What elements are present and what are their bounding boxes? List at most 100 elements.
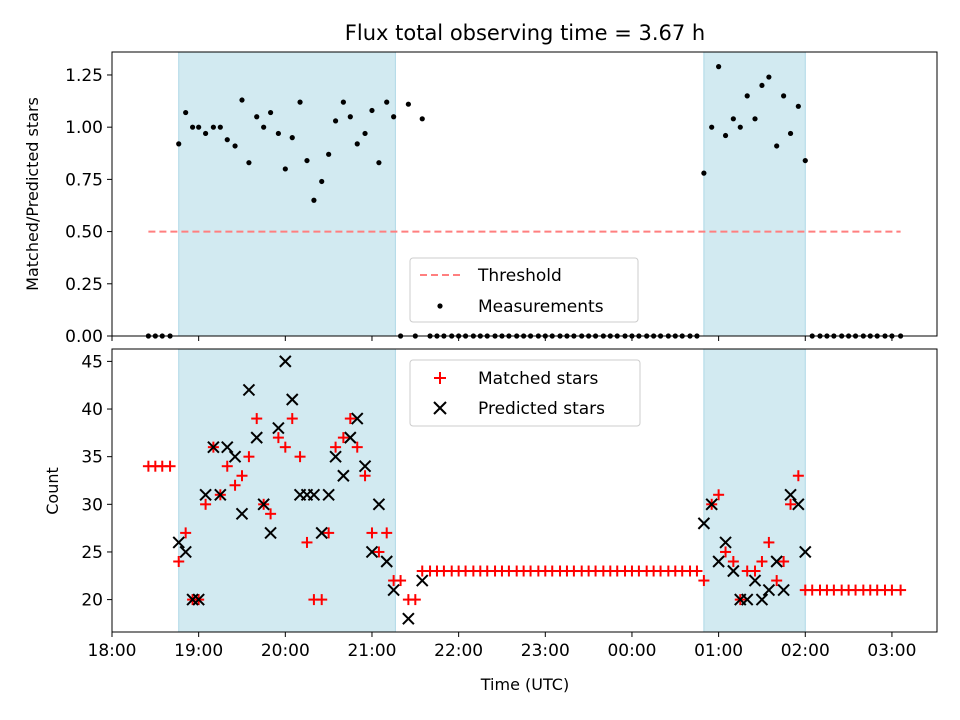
measurement-point-14 — [246, 160, 252, 166]
predicted-point-5 — [207, 440, 220, 454]
measurement-point-25 — [326, 151, 332, 157]
measurement-point-77 — [701, 170, 707, 176]
predicted-point-28 — [372, 498, 386, 511]
predicted-point-6 — [214, 488, 227, 501]
matched-point-26 — [330, 441, 342, 453]
measurement-point-26 — [332, 118, 339, 124]
predicted-point-1 — [179, 545, 192, 559]
top-panel: 0.00 0.25 0.50 0.75 1.00 1.25 Matched/Predict… — [23, 51, 938, 347]
legend-matched-label: Matched stars — [478, 369, 598, 389]
predicted-point-19 — [307, 488, 321, 501]
measurement-point-28 — [347, 114, 353, 120]
predicted-point-16 — [286, 393, 299, 406]
bottom-xtick-label-5: 23:00 — [521, 641, 570, 661]
legend-predicted-swatch — [433, 401, 447, 415]
matched-point-29 — [351, 441, 363, 453]
matched-point-32 — [373, 546, 385, 558]
matched-point-5 — [180, 527, 192, 539]
bottom-xtick-label-6: 00:00 — [607, 641, 656, 661]
bottom-xtick-label-0: 18:00 — [88, 641, 137, 661]
measurement-point-4 — [176, 141, 182, 147]
measurement-point-16 — [261, 124, 267, 130]
matched-point-11 — [221, 460, 233, 472]
measurement-point-6 — [189, 124, 196, 130]
bottom-xtick-label-7: 01:00 — [694, 641, 743, 661]
bottom-ytick-label-2: 30 — [81, 495, 103, 515]
top-ytick-label-1: 0.25 — [65, 275, 103, 295]
predicted-point-33 — [697, 517, 711, 530]
predicted-point-7 — [221, 440, 234, 454]
chart-title: Flux total observing time = 3.67 h — [345, 21, 705, 45]
predicted-point-39 — [741, 593, 754, 606]
measurement-point-81 — [730, 116, 736, 122]
predicted-point-43 — [770, 555, 783, 568]
matched-point-88 — [778, 555, 790, 567]
predicted-point-42 — [762, 583, 776, 597]
predicted-point-34 — [705, 498, 718, 511]
matched-point-28 — [344, 413, 356, 425]
measurement-point-82 — [737, 124, 743, 130]
predicted-point-41 — [755, 593, 769, 606]
measurement-point-38 — [419, 116, 425, 122]
bottom-xtick-label-3: 21:00 — [347, 641, 396, 661]
measurement-point-30 — [362, 130, 368, 137]
predicted-point-27 — [365, 545, 379, 559]
bottom-ytick-label-1: 25 — [81, 543, 103, 563]
matched-point-13 — [236, 470, 248, 482]
measurement-point-79 — [716, 64, 722, 70]
bottom-xtick-label-4: 22:00 — [434, 641, 483, 661]
measurement-point-21 — [297, 99, 303, 105]
measurement-point-24 — [319, 178, 325, 185]
matched-point-27 — [337, 432, 349, 444]
bottom-panel: 20 25 30 35 40 45 18:00 19:00 20:00 21:00 22:00 23… — [43, 348, 938, 694]
bottom-ytick-label-4: 40 — [81, 400, 103, 420]
top-ytick-label-0: 0.00 — [65, 327, 103, 347]
predicted-point-25 — [351, 412, 364, 425]
predicted-point-40 — [748, 574, 762, 587]
measurement-point-9 — [210, 124, 216, 130]
matched-point-19 — [279, 441, 291, 453]
predicted-point-36 — [719, 536, 732, 549]
measurement-point-89 — [787, 130, 794, 137]
predicted-point-31 — [402, 612, 415, 625]
top-ytick-label-3: 0.75 — [65, 170, 103, 190]
matched-point-81 — [727, 555, 739, 567]
matched-point-24 — [316, 594, 328, 606]
bottom-axes-frame — [111, 348, 938, 633]
predicted-point-10 — [242, 383, 256, 397]
predicted-point-26 — [358, 459, 372, 473]
predicted-point-35 — [712, 555, 725, 568]
measurement-point-78 — [709, 124, 715, 130]
predicted-point-9 — [235, 507, 249, 521]
measurement-point-86 — [766, 74, 772, 80]
matched-point-8 — [200, 498, 212, 510]
matched-point-4 — [173, 555, 185, 567]
matched-point-90 — [792, 470, 804, 482]
matched-point-15 — [251, 413, 263, 425]
measurement-point-83 — [744, 93, 750, 99]
bottom-xtick-label-1: 19:00 — [174, 641, 223, 661]
predicted-point-11 — [250, 431, 263, 444]
matched-point-85 — [756, 555, 768, 567]
matched-point-30 — [359, 470, 371, 482]
predicted-point-4 — [199, 488, 212, 501]
bottom-ytick-label-0: 20 — [81, 591, 103, 611]
bottom-legend: Matched stars Predicted stars — [409, 359, 641, 427]
measurement-point-18 — [275, 130, 281, 137]
matched-point-12 — [229, 479, 241, 491]
measurement-point-31 — [369, 107, 375, 114]
observing-window-1 — [703, 51, 806, 337]
measurement-point-91 — [802, 157, 808, 164]
measurement-point-36 — [405, 101, 411, 107]
predicted-point-8 — [228, 450, 242, 463]
measurement-point-27 — [340, 99, 346, 105]
bottom-xlabel: Time (UTC) — [480, 675, 569, 694]
predicted-point-24 — [344, 431, 357, 444]
predicted-point-46 — [792, 498, 805, 511]
predicted-point-15 — [279, 355, 292, 368]
bottom-ytick-label-3: 35 — [81, 448, 103, 468]
matched-point-31 — [366, 527, 378, 539]
measurement-point-19 — [282, 166, 288, 172]
measurement-point-17 — [267, 109, 274, 116]
